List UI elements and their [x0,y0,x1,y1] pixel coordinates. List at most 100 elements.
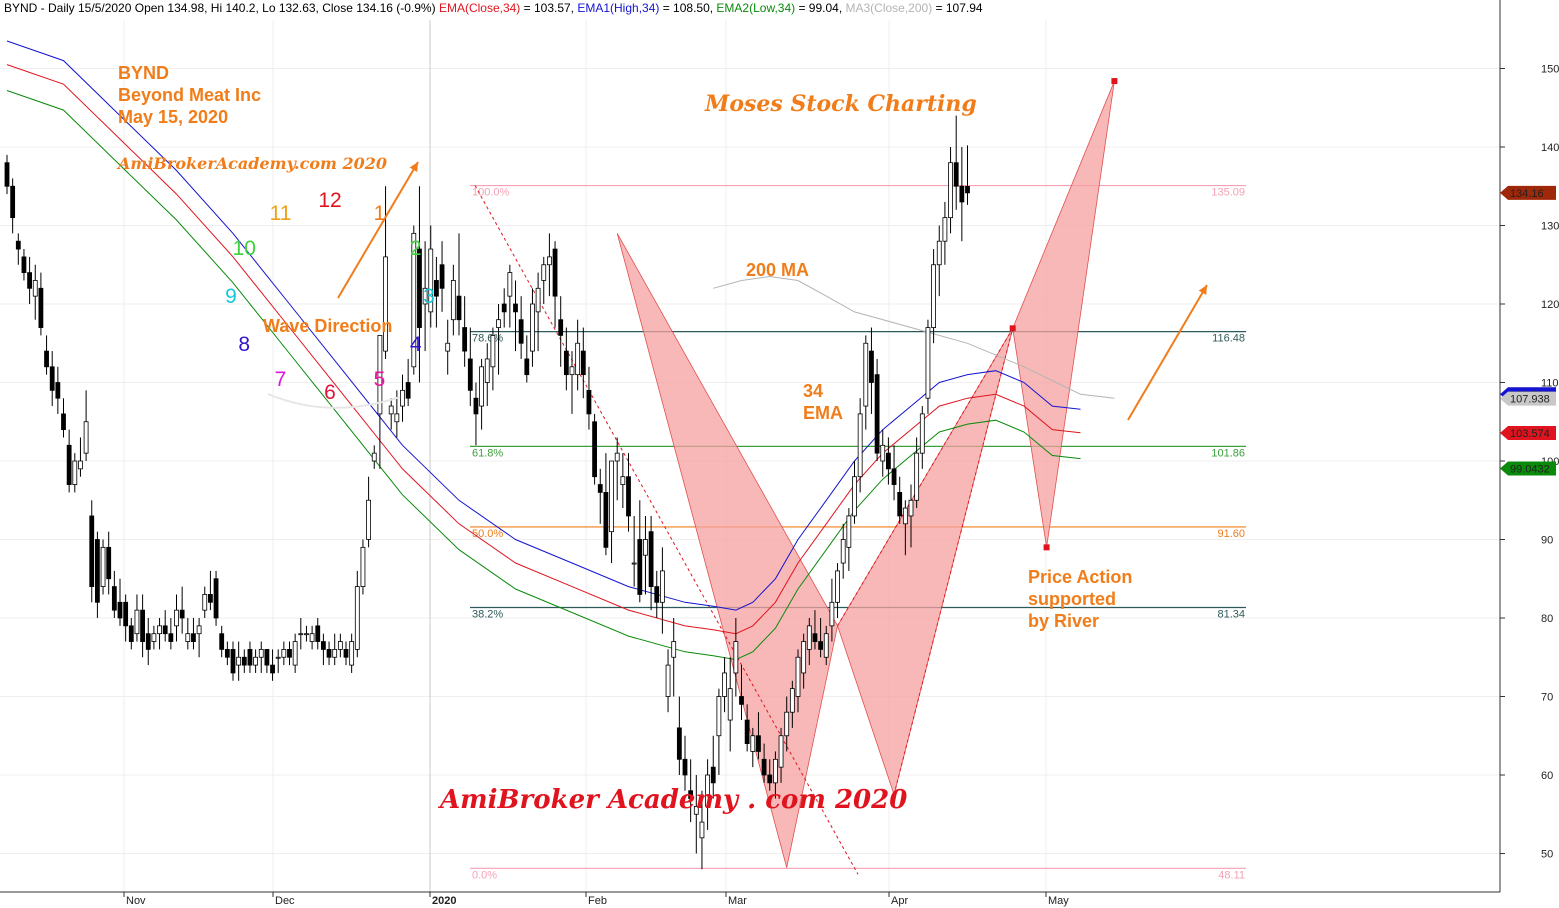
candle-body [304,633,309,636]
candle-body [705,774,710,807]
brand-label: Moses Stock Charting [704,91,977,117]
ema-close-line [6,64,1081,635]
candle-body [789,688,795,713]
candle-body [948,162,953,219]
fib-percent-label: 78.6% [472,333,503,345]
price-tick-label: 50 [1541,849,1553,861]
candle-body [693,806,699,815]
clock-number: 8 [238,333,250,356]
candle-body [919,413,925,454]
candle-body [428,248,434,313]
price-tick-label: 130 [1541,221,1559,233]
candle-body [569,366,575,376]
price-tag-label: 134.16 [1510,188,1544,200]
fib-value-label: 91.60 [1217,528,1245,540]
retracement-line [474,185,859,875]
candle-body [880,444,886,462]
candle-body [38,287,44,328]
clock-number: 12 [318,189,341,212]
candle-body [597,484,603,493]
candle-body [78,460,83,470]
candle-body [592,421,597,478]
candle-body [360,546,366,587]
candle-body [456,295,462,321]
candle-body [281,649,287,658]
price-tick-label: 120 [1541,299,1559,311]
candle-body [196,625,202,635]
candle-body [473,397,479,415]
ema-high-line [6,40,1081,611]
fibonacci-levels: 100.0% 135.09 78.6% 116.48 61.8% 101.86 50.0% 9… [470,184,1246,881]
candle-body [66,444,72,485]
clock-number: 10 [233,237,256,260]
time-tick-label: 2020 [432,895,456,907]
fib-value-label: 101.86 [1211,447,1245,459]
candle-body [795,656,801,697]
candle-body [778,735,784,768]
clock-number: 4 [410,333,422,356]
candle-body [253,656,259,666]
candle-body [869,350,874,383]
candle-body [614,452,620,462]
grid-lines [0,20,1500,892]
company-label: Beyond Meat Inc [118,85,261,105]
candle-body [823,633,829,658]
candle-body [72,460,78,485]
price-tag-label: 103.574 [1510,428,1550,440]
ma200-line [713,275,1115,399]
candle-body [450,280,456,321]
candle-body [936,240,942,266]
candle-body [462,327,468,352]
header-part: EMA(Close,34) [439,1,520,15]
candle-body [21,256,27,273]
price-tick-label: 110 [1541,378,1559,390]
candle-body [241,656,247,666]
candle-body [513,303,518,313]
fib-value-label: 48.11 [1218,869,1245,881]
candle-body [128,625,134,642]
watermark-top: AmiBrokerAcademy.com 2020 [116,154,387,173]
clock-number: 2 [410,237,422,260]
candle-body [433,280,439,297]
pattern-point [1043,544,1050,551]
candle-body [643,539,648,556]
header-part: BYND - Daily 15/5/2020 Open 134.98, Hi 1… [4,1,439,15]
clock-number: 5 [374,368,386,391]
candle-body [411,232,417,368]
candle-body [479,366,485,407]
price-tag-label: 99.0432 [1510,464,1550,476]
candle-body [320,641,326,650]
candle-body [908,499,914,517]
fib-percent-label: 0.0% [472,869,497,881]
candle-body [27,272,33,289]
candle-body [761,758,767,776]
candle-body [309,633,315,642]
candle-body [660,570,665,603]
candle-body [863,342,869,407]
pattern-triangle [616,233,838,868]
price-tag-bg [1500,185,1556,200]
candle-body [32,280,38,297]
candle-body [773,758,778,784]
price-tick-label: 80 [1541,613,1553,625]
candle-body [484,358,490,383]
candle-body [230,649,236,674]
candle-body [648,531,654,588]
candle-body [298,633,304,636]
candle-body [207,594,213,603]
candle-body [558,319,564,336]
candle-body [609,460,614,533]
candle-body [603,491,609,548]
candle-body [931,264,936,328]
candle-body [925,327,931,399]
candle-body [767,774,773,784]
price-action-label-1: Price Action [1028,567,1132,587]
price-action-label-3: by River [1028,611,1099,631]
candle-body [439,264,445,289]
candle-body [377,334,383,415]
candle-body [247,649,253,666]
candle-body [507,272,513,297]
candle-body [191,633,196,642]
candle-body [405,382,411,399]
ma200-label: 200 MA [746,260,809,280]
